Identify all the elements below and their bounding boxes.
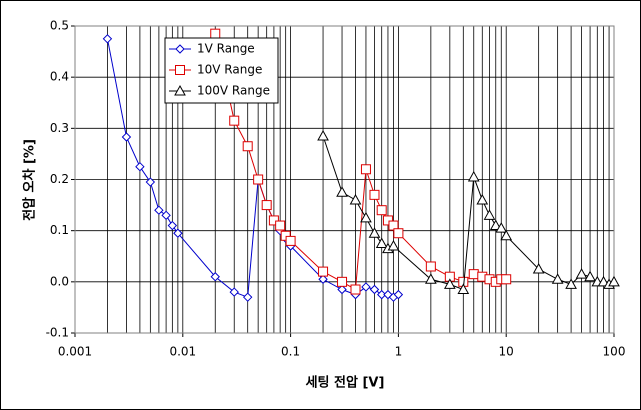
legend-label: 100V Range <box>197 84 270 98</box>
marker <box>393 289 404 300</box>
marker <box>360 164 371 175</box>
y-tick-label: 0.2 <box>50 172 69 186</box>
marker <box>361 282 371 292</box>
marker <box>337 284 347 295</box>
marker <box>210 28 221 39</box>
marker <box>253 174 264 185</box>
y-tick-label: 0.3 <box>50 121 69 135</box>
marker <box>229 287 239 297</box>
marker <box>121 132 132 142</box>
y-tick-label: 0.0 <box>50 274 69 288</box>
marker <box>425 261 436 272</box>
marker <box>161 210 171 221</box>
marker <box>565 278 577 289</box>
marker <box>489 219 502 231</box>
marker <box>597 275 610 287</box>
marker <box>476 193 489 205</box>
marker <box>375 237 388 248</box>
marker <box>210 272 220 282</box>
marker <box>483 209 496 220</box>
marker <box>268 215 279 226</box>
marker <box>584 270 596 282</box>
legend-label: 1V Range <box>197 42 255 56</box>
marker <box>467 170 480 182</box>
legend: 1V Range 10V Range 100V Range <box>164 37 279 104</box>
marker <box>318 274 328 284</box>
marker <box>608 275 620 287</box>
marker <box>368 227 381 238</box>
marker <box>175 44 185 54</box>
x-tick-label: 100 <box>603 345 626 359</box>
marker <box>174 84 186 96</box>
marker <box>376 205 387 216</box>
marker <box>360 211 372 223</box>
y-axis-title: 전압 오차 [%] <box>22 139 38 221</box>
marker <box>229 115 240 126</box>
y-tick-label: -0.1 <box>46 326 69 340</box>
marker <box>261 200 272 211</box>
marker <box>495 222 508 233</box>
plot-border <box>74 25 615 334</box>
marker <box>167 220 178 231</box>
x-tick-label: 0.01 <box>169 345 196 359</box>
marker <box>275 220 286 231</box>
legend-label: 10V Range <box>197 63 262 77</box>
marker <box>382 215 393 226</box>
y-tick-label: 0.4 <box>50 70 69 84</box>
marker <box>242 292 253 302</box>
marker <box>551 273 564 284</box>
marker <box>369 284 380 295</box>
y-tick-label: 0.5 <box>50 19 69 33</box>
marker <box>443 278 456 289</box>
marker <box>350 284 361 295</box>
marker <box>425 273 437 284</box>
x-tick-label: 10 <box>499 345 514 359</box>
marker <box>393 228 404 239</box>
x-axis-title: 세팅 전압 [V] <box>306 375 385 391</box>
x-tick-label: 1 <box>395 345 403 359</box>
marker <box>336 186 348 197</box>
marker <box>468 269 479 280</box>
marker <box>135 162 145 172</box>
marker <box>500 229 513 241</box>
marker <box>532 263 545 274</box>
marker <box>349 193 362 205</box>
marker <box>173 228 183 238</box>
marker <box>102 34 113 44</box>
marker <box>369 189 380 200</box>
marker <box>145 177 156 187</box>
marker <box>501 274 512 285</box>
y-tick-label: 0.1 <box>50 223 69 237</box>
marker <box>387 239 400 251</box>
marker <box>175 65 185 75</box>
marker <box>575 268 588 279</box>
marker <box>337 276 348 287</box>
marker <box>376 289 387 300</box>
marker <box>457 283 470 295</box>
marker <box>317 129 329 141</box>
marker <box>242 141 253 152</box>
x-tick-label: 0.001 <box>58 345 92 359</box>
marker <box>285 235 296 246</box>
marker <box>318 266 329 277</box>
marker <box>154 205 164 215</box>
x-tick-label: 0.1 <box>281 345 300 359</box>
